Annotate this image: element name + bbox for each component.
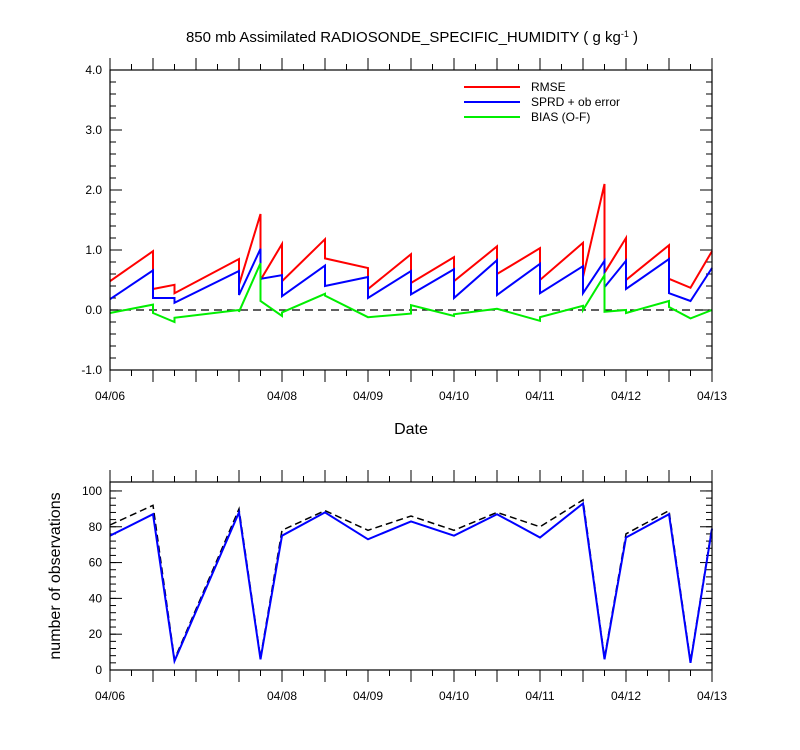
top-chart: 850 mb Assimilated RADIOSONDE_SPECIFIC_H…: [81, 29, 727, 438]
x-tick-label: 04/12: [611, 689, 641, 703]
y-axis-title: number of observations: [47, 492, 64, 659]
bottom-chart: 0 20 40 60 80 100 04/06 04/08 04/09 04/10 04/11 04/…: [47, 470, 727, 703]
y-tick-label: 80: [89, 520, 103, 534]
y-tick-label: 20: [89, 627, 103, 641]
bottom-plot-frame: [109, 481, 713, 671]
x-tick-label: 04/13: [697, 689, 727, 703]
x-tick-label: 04/08: [267, 389, 297, 403]
y-tick-label: 1.0: [85, 243, 102, 257]
x-tick-label: 04/10: [439, 389, 469, 403]
legend-label: BIAS (O-F): [531, 110, 590, 124]
legend-label: SPRD + ob error: [531, 95, 620, 109]
x-tick-label: 04/09: [353, 389, 383, 403]
y-tick-label: 2.0: [85, 183, 102, 197]
x-tick-label: 04/13: [697, 389, 727, 403]
bottom-axes: 0 20 40 60 80 100 04/06 04/08 04/09 04/10 04/11 04/…: [82, 470, 727, 703]
y-tick-label: 100: [82, 484, 102, 498]
obs-line-possible: [109, 498, 713, 663]
y-tick-label: 40: [89, 591, 103, 605]
bottom-series-group: [109, 498, 713, 665]
x-tick-label: 04/06: [95, 689, 125, 703]
top-axes: -1.0 0.0 1.0 2.0 3.0 4.0 04/06 04/08 04/09 04/10 0…: [81, 58, 727, 403]
obs-line-assimilated: [109, 501, 713, 665]
y-tick-label: 3.0: [85, 123, 102, 137]
y-tick-label: 60: [89, 556, 103, 570]
series-line-sprd: [109, 248, 713, 305]
y-tick-label: 0.0: [85, 303, 102, 317]
top-plot-frame: [109, 69, 713, 371]
x-axis-title: Date: [394, 421, 428, 438]
x-tick-label: 04/06: [95, 389, 125, 403]
y-tick-label: -1.0: [81, 363, 102, 377]
x-tick-label: 04/11: [525, 389, 554, 403]
legend-label: RMSE: [531, 80, 566, 94]
chart-title: 850 mb Assimilated RADIOSONDE_SPECIFIC_H…: [186, 29, 638, 46]
x-tick-label: 04/11: [525, 689, 554, 703]
x-tick-label: 04/12: [611, 389, 641, 403]
series-line-bias: [109, 262, 713, 324]
x-tick-label: 04/09: [353, 689, 383, 703]
x-tick-label: 04/10: [439, 689, 469, 703]
y-tick-label: 0: [95, 663, 102, 677]
x-tick-label: 04/08: [267, 689, 297, 703]
top-series-group: [109, 183, 713, 324]
y-tick-label: 4.0: [85, 63, 102, 77]
